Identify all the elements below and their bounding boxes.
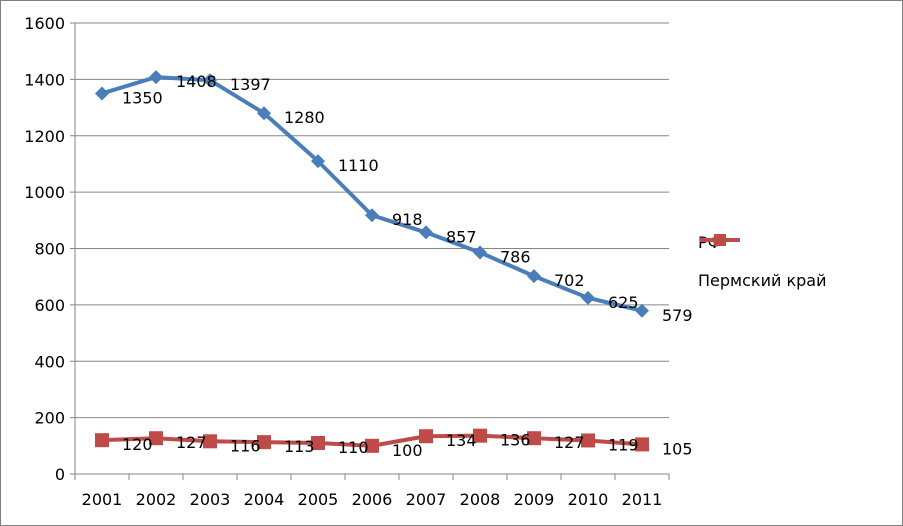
data-label-0-2004: 1280	[284, 108, 325, 127]
data-label-0-2010: 625	[608, 293, 639, 312]
series-1-point-2006	[365, 438, 379, 453]
series-0-point-2002	[149, 70, 163, 85]
x-tick-label-2005: 2005	[298, 490, 339, 509]
data-label-1-2001: 120	[122, 435, 153, 454]
axes	[70, 22, 670, 480]
series-0-point-2008	[473, 245, 487, 260]
y-axis-tick-labels: 0 200 400 600 800 1000 1200 1400 1600	[24, 14, 65, 484]
gridlines	[75, 22, 669, 419]
data-label-0-2002: 1408	[176, 72, 217, 91]
data-label-0-2009: 702	[554, 271, 585, 290]
x-tick-label-2008: 2008	[460, 490, 501, 509]
series-layer	[95, 70, 649, 453]
data-label-1-2010: 119	[608, 435, 639, 454]
series-0-point-2011	[635, 303, 649, 318]
series-0-point-2003	[203, 73, 217, 88]
series-0-point-2005	[311, 154, 325, 169]
data-labels-layer: 1350 1408 1397 1280 1110 918 857 786 702 625 579 12…	[122, 72, 693, 460]
legend-label-perm: Пермский край	[698, 270, 827, 290]
data-label-1-2002: 127	[176, 433, 207, 452]
data-label-1-2007: 134	[446, 431, 477, 450]
data-label-0-2005: 1110	[338, 156, 379, 175]
y-tick-label-400: 400	[34, 352, 65, 371]
series-1-point-2003	[203, 434, 217, 449]
y-tick-label-800: 800	[34, 240, 65, 259]
x-tick-label-2003: 2003	[190, 490, 231, 509]
series-1-point-2002	[149, 431, 163, 446]
data-label-1-2003: 116	[230, 436, 261, 455]
data-label-0-2008: 786	[500, 247, 531, 266]
x-tick-label-2011: 2011	[622, 490, 663, 509]
data-label-1-2008: 136	[500, 431, 531, 450]
x-tick-label-2006: 2006	[352, 490, 393, 509]
series-0-point-2004	[257, 106, 271, 121]
data-label-1-2011: 105	[662, 439, 693, 458]
series-1-point-2005	[311, 435, 325, 450]
x-tick-label-2007: 2007	[406, 490, 447, 509]
series-1-point-2008	[473, 428, 487, 443]
series-1-point-2009	[527, 431, 541, 446]
y-tick-label-1000: 1000	[24, 183, 65, 202]
y-tick-label-1600: 1600	[24, 14, 65, 33]
x-tick-label-2004: 2004	[244, 490, 285, 509]
series-0-point-2006	[365, 208, 379, 223]
series-0-point-2010	[581, 290, 595, 305]
series-0-point-2001	[95, 86, 109, 101]
data-label-1-2005: 110	[338, 438, 369, 457]
y-tick-label-0: 0	[55, 465, 65, 484]
x-tick-label-2009: 2009	[514, 490, 555, 509]
legend: РФ Пермский край	[698, 230, 826, 306]
series-1-point-2004	[257, 435, 271, 450]
x-axis-tick-labels: 2001 2002 2003 2004 2005 2006 2007 2008 2009 2010…	[82, 490, 663, 509]
series-1-point-2001	[95, 433, 109, 448]
y-tick-label-1400: 1400	[24, 70, 65, 89]
x-tick-label-2010: 2010	[568, 490, 609, 509]
y-tick-label-600: 600	[34, 296, 65, 315]
data-label-0-2001: 1350	[122, 88, 163, 107]
data-label-1-2009: 127	[554, 433, 585, 452]
legend-item-perm: Пермский край	[698, 234, 827, 292]
data-label-1-2006: 100	[392, 441, 423, 460]
data-label-0-2003: 1397	[230, 75, 271, 94]
legend-swatch-perm	[700, 234, 740, 246]
series-1-point-2010	[581, 433, 595, 448]
data-label-1-2004: 113	[284, 437, 315, 456]
series-0-point-2007	[419, 225, 433, 240]
x-tick-label-2002: 2002	[136, 490, 177, 509]
data-label-0-2007: 857	[446, 227, 477, 246]
data-label-0-2011: 579	[662, 306, 693, 325]
data-label-0-2006: 918	[392, 210, 423, 229]
y-tick-label-1200: 1200	[24, 127, 65, 146]
series-1-point-2007	[419, 429, 433, 444]
y-tick-label-200: 200	[34, 409, 65, 428]
series-1-point-2011	[635, 437, 649, 452]
x-tick-label-2001: 2001	[82, 490, 123, 509]
series-0-point-2009	[527, 269, 541, 284]
